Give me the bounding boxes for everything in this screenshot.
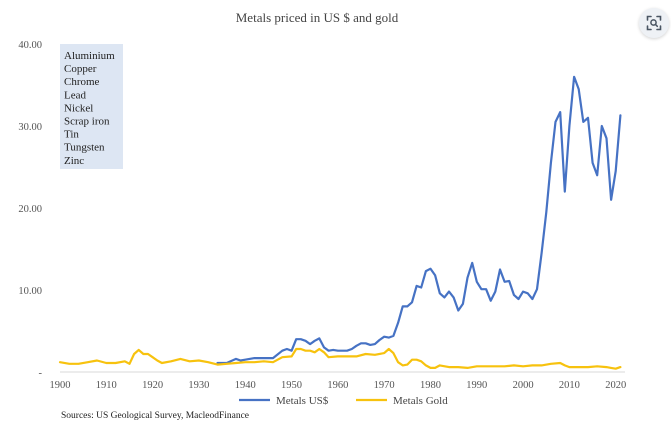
note-box-item: Zinc [64,155,84,167]
x-tick-label: 1980 [420,380,441,391]
x-tick-label: 1940 [235,380,256,391]
legend: Metals US$ Metals Gold [239,395,448,407]
chart-title: Metals priced in US $ and gold [236,10,399,25]
y-tick-label: 40.00 [18,40,42,51]
series-line-metals-gold [58,347,622,370]
x-tick-label: 1990 [466,380,487,391]
series-layer [58,75,622,370]
y-axis: 40.00 30.00 20.00 10.00 - [18,40,42,379]
x-tick-label: 1920 [142,380,163,391]
legend-label-metals-usd: Metals US$ [276,395,329,407]
note-box-item: Chrome [64,76,100,88]
note-box-item: Nickel [64,102,93,114]
x-tick-label: 1900 [50,380,71,391]
x-tick-label: 1930 [188,380,209,391]
y-tick-label: 10.00 [18,286,42,297]
y-tick-label: 20.00 [18,204,42,215]
legend-label-metals-gold: Metals Gold [393,395,448,407]
x-tick-label: 2000 [513,380,534,391]
note-box-item: Aluminium [64,50,115,62]
x-tick-label: 1910 [96,380,117,391]
note-box-item: Lead [64,89,86,101]
x-tick-label: 1960 [327,380,348,391]
note-box-item: Tin [64,129,79,141]
note-box-item: Tungsten [64,142,105,154]
y-tick-label: 30.00 [18,122,42,133]
note-box-item: Scrap iron [64,116,110,128]
x-tick-label: 1970 [374,380,395,391]
lens-search-button[interactable] [639,8,669,38]
x-tick-label: 1950 [281,380,302,391]
x-axis: 1900 1910 1920 1930 1940 1950 1960 1970 1980 1990… [50,380,627,391]
y-tick-label: - [39,368,43,379]
note-box-item: Copper [64,63,97,75]
source-note: Sources: US Geological Survey, MacleodFi… [61,411,249,421]
series-line-metals-usd [216,75,622,365]
x-tick-label: 2010 [559,380,580,391]
lens-icon [646,15,662,31]
x-tick-label: 2020 [605,380,626,391]
note-box-background [60,44,123,169]
